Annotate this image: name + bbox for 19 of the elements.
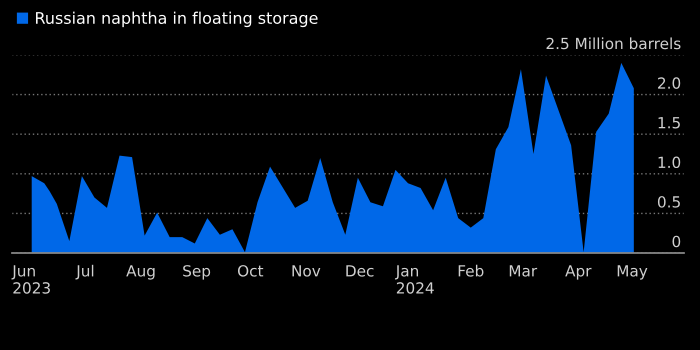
x-tick-label: Feb — [458, 264, 484, 277]
y-tick-label: 0.5 — [658, 196, 680, 208]
y-tick-label: 2.5 Million barrels — [546, 37, 680, 50]
y-tick-label: 1.5 — [658, 117, 680, 128]
x-tick-label: Jan 2024 — [394, 265, 434, 294]
legend-label: Russian naphtha in floating storage — [36, 12, 318, 28]
x-tick-label: Mar — [510, 265, 538, 277]
x-tick-label: Aug — [126, 265, 155, 280]
x-tick-label: Jul — [75, 264, 94, 280]
y-tick-label: 0 — [672, 236, 680, 248]
x-tick-label: May — [618, 265, 648, 280]
x-tick-label: Dec — [346, 265, 374, 277]
x-tick-label: Apr — [565, 265, 592, 280]
x-tick-label: Jun 2023 — [11, 265, 50, 294]
y-tick-label: 1.0 — [658, 156, 680, 168]
x-tick-label: Oct — [238, 265, 264, 277]
x-tick-label: Nov — [292, 265, 320, 277]
x-tick-label: Sep — [183, 265, 210, 280]
y-tick-label: 2.0 — [658, 77, 680, 89]
